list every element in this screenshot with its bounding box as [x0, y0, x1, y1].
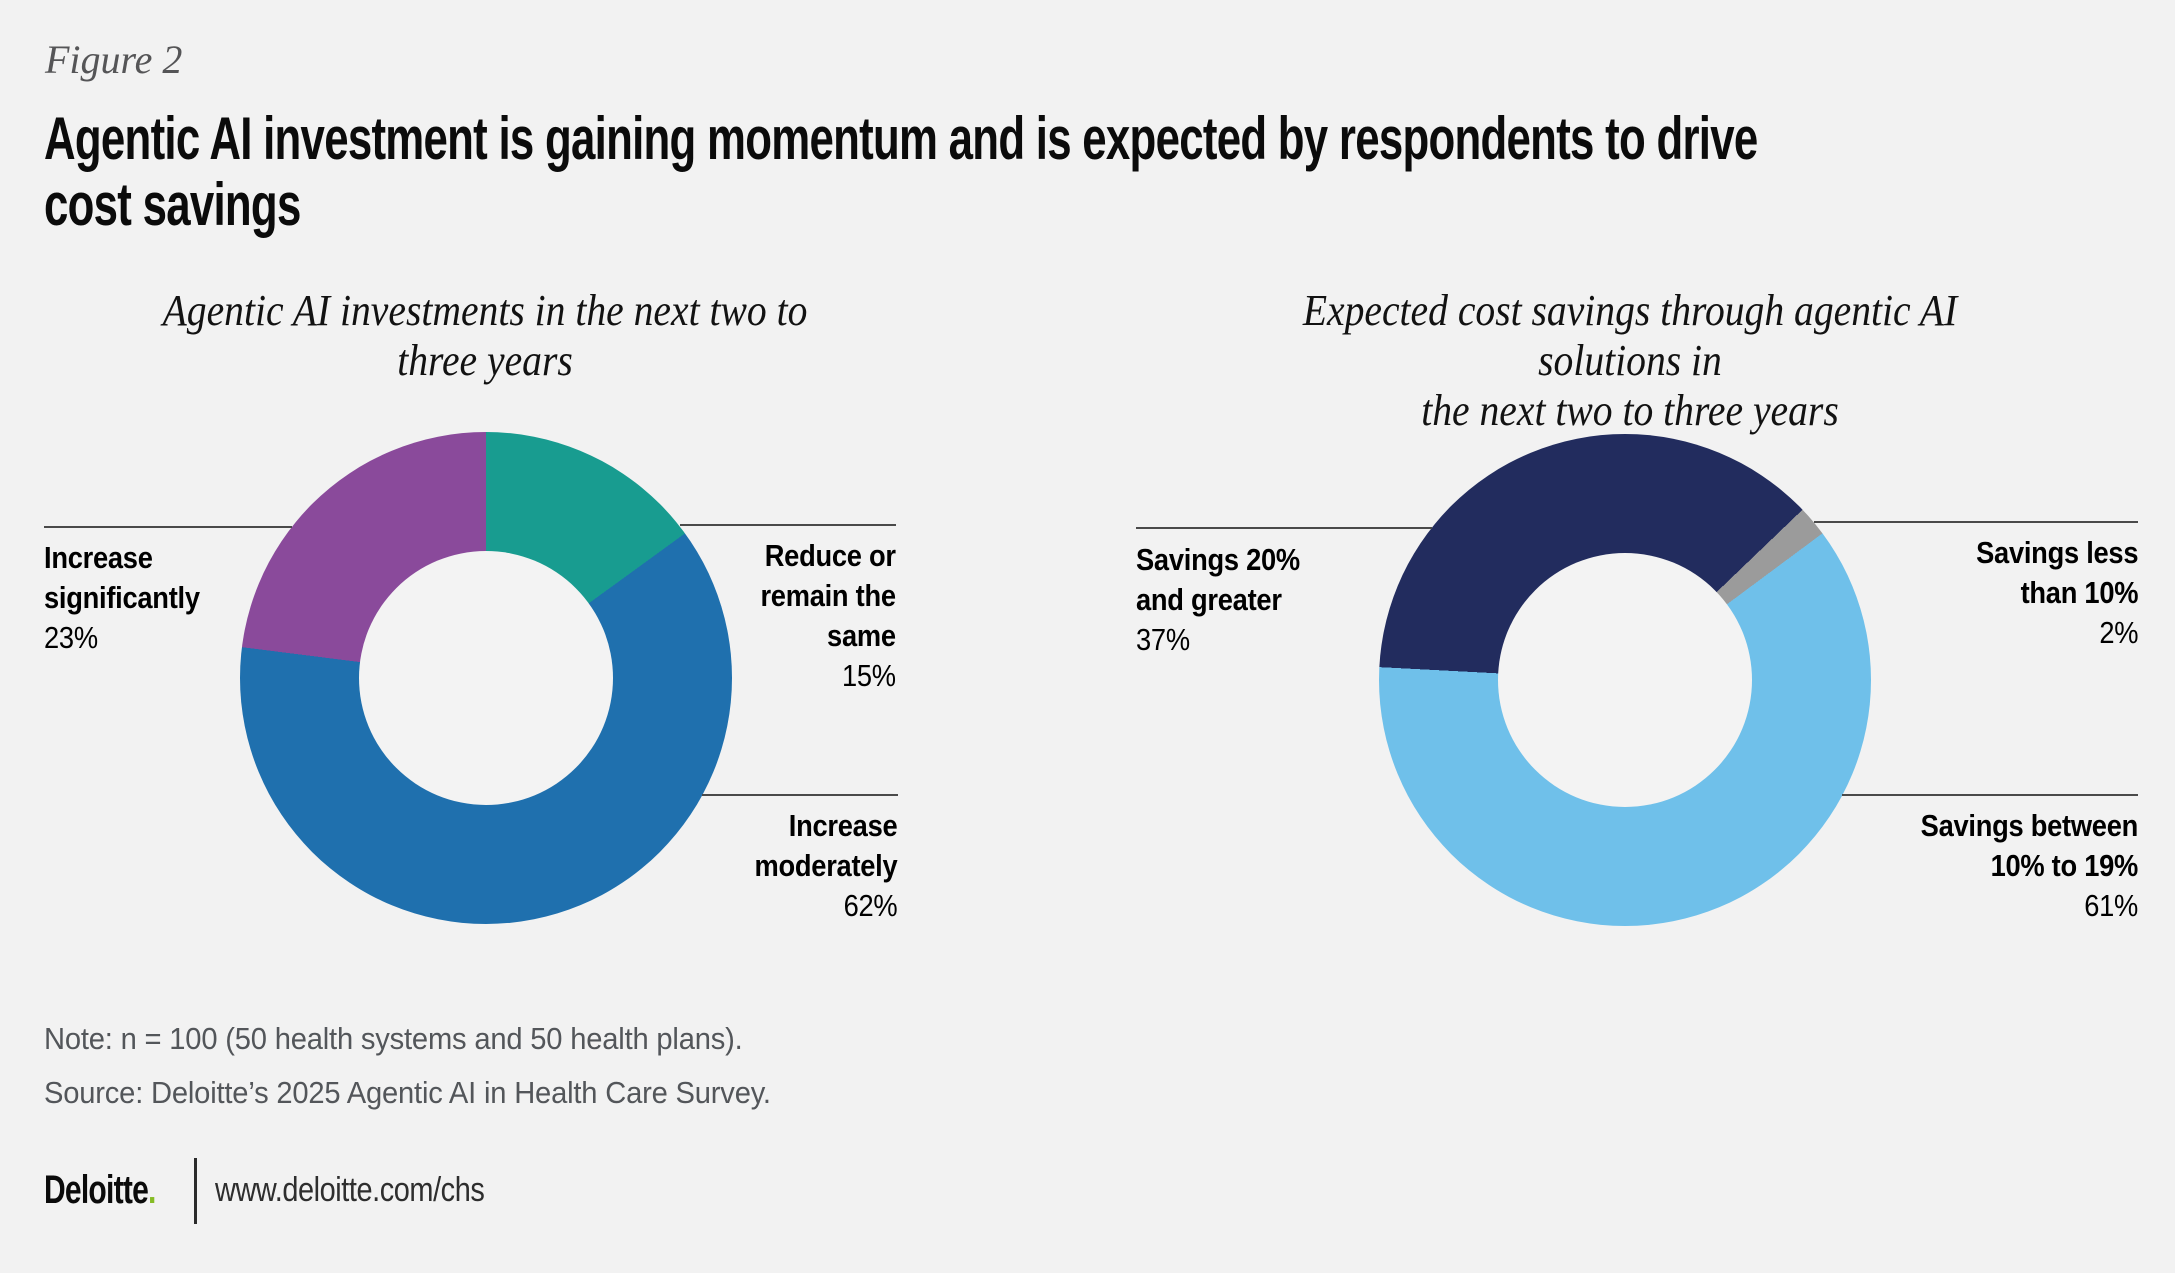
callout-label-name: Reduce or remain the same — [760, 538, 897, 653]
donut-hole — [1498, 553, 1752, 807]
callout-label-name: Savings between 10% to 19% — [1920, 808, 2139, 883]
callout-label-value: 2% — [2099, 615, 2138, 650]
callout-label-value: 62% — [843, 888, 897, 923]
callout-line-increase-significantly — [44, 526, 292, 528]
callout-label-name: Increase moderately — [754, 808, 897, 883]
callout-label-increase-significantly: Increase significantly 23% — [44, 538, 200, 658]
figure-title: Agentic AI investment is gaining momentu… — [44, 105, 1758, 238]
callout-line-savings-less-10 — [1814, 521, 2138, 523]
callout-label-name: Savings 20% and greater — [1136, 542, 1300, 617]
callout-label-name: Increase significantly — [44, 540, 200, 615]
source-text: Source: Deloitte’s 2025 Agentic AI in He… — [44, 1075, 771, 1110]
callout-label-value: 61% — [2084, 888, 2138, 923]
deloitte-logo-text: Deloitte — [44, 1168, 149, 1212]
donut-chart-cost-savings — [1379, 434, 1871, 926]
donut-hole — [359, 551, 613, 805]
callout-label-reduce-or-remain: Reduce or remain the same 15% — [760, 536, 897, 696]
deloitte-logo: Deloitte. — [44, 1170, 156, 1210]
callout-line-savings-10-to-19 — [1842, 794, 2138, 796]
callout-label-savings-20-and-greater: Savings 20% and greater 37% — [1136, 540, 1300, 660]
callout-label-value: 15% — [842, 658, 896, 693]
callout-line-reduce-or-remain — [680, 524, 896, 526]
callout-label-value: 23% — [44, 620, 98, 655]
chart-subtitle-left: Agentic AI investments in the next two t… — [162, 286, 808, 385]
chart-subtitle-right: Expected cost savings through agentic AI… — [1302, 286, 1958, 435]
callout-label-savings-less-10: Savings less than 10% 2% — [1976, 533, 2138, 653]
donut-chart-investments — [240, 432, 732, 924]
callout-label-value: 37% — [1136, 622, 1190, 657]
footer-url: www.deloitte.com/chs — [215, 1171, 485, 1209]
footer-divider — [194, 1158, 197, 1224]
callout-label-savings-10-to-19: Savings between 10% to 19% 61% — [1920, 806, 2139, 926]
callout-label-increase-moderately: Increase moderately 62% — [754, 806, 897, 926]
callout-line-increase-moderately — [702, 794, 898, 796]
callout-label-name: Savings less than 10% — [1975, 535, 2138, 610]
callout-line-savings-20-and-greater — [1136, 527, 1432, 529]
deloitte-logo-green-dot: . — [148, 1168, 156, 1212]
figure-number-label: Figure 2 — [45, 37, 183, 82]
note-text: Note: n = 100 (50 health systems and 50 … — [44, 1021, 743, 1056]
